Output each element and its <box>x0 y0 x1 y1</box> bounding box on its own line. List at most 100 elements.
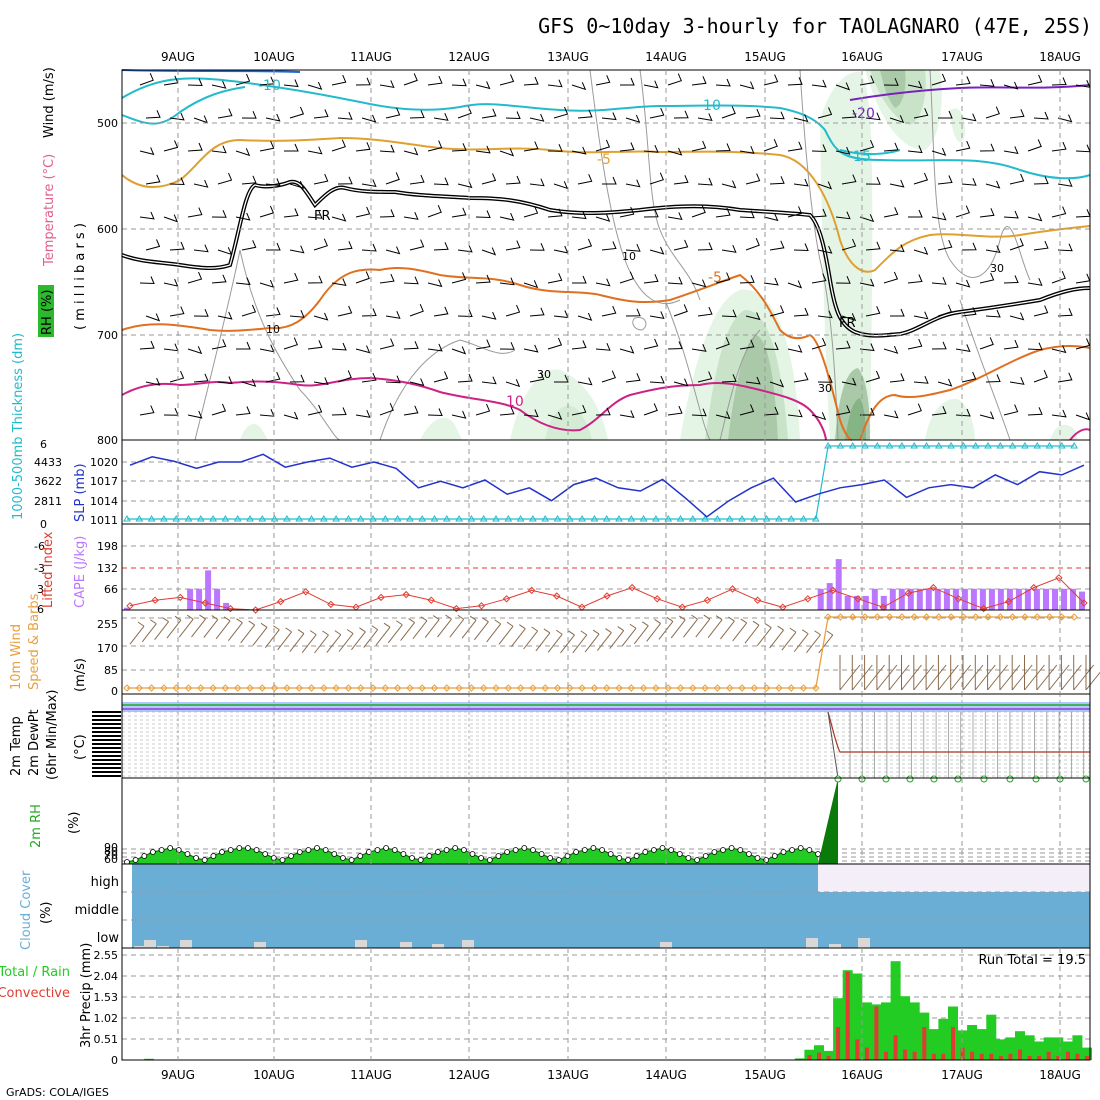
wind-barb <box>913 246 929 255</box>
wind-barb <box>938 110 953 119</box>
surface-wind-barb <box>609 626 625 649</box>
day-label: 12AUG <box>448 1068 490 1082</box>
precip-convective-bar <box>951 1027 955 1060</box>
wind-speed-marker <box>971 613 980 621</box>
cape-bar <box>1070 588 1076 610</box>
wind-barb <box>841 313 857 322</box>
wind-speed-marker <box>123 684 131 692</box>
wind-barb <box>931 341 947 350</box>
lifted-index-marker <box>829 586 837 595</box>
wind-speed-marker <box>492 684 500 692</box>
wind-barb <box>715 272 731 284</box>
wind-barb <box>505 175 521 185</box>
wind-barb <box>331 213 347 222</box>
cape-bar <box>223 602 230 610</box>
wind-barb <box>619 206 635 218</box>
day-label: 14AUG <box>645 1068 687 1082</box>
lifted-index-marker <box>628 583 636 592</box>
lifted-index-marker <box>954 595 963 603</box>
ylabel-rh2m-unit: (%) <box>67 812 82 835</box>
wind-barb <box>457 180 473 189</box>
wind-speed-marker <box>898 613 906 621</box>
surface-wind-barb <box>191 614 206 638</box>
surface-wind-barb <box>769 625 784 649</box>
wind-barb <box>475 145 491 154</box>
thickness-marker <box>356 515 365 522</box>
rh-marker <box>184 851 191 857</box>
wind-speed-marker <box>295 684 303 692</box>
precip-convective-bar <box>845 971 850 1060</box>
thickness-marker <box>664 515 673 522</box>
precip-total-bar <box>938 1018 949 1060</box>
rh-marker <box>322 847 329 853</box>
wind-barb <box>1033 176 1049 185</box>
upper-air-panel: -10 -10 -20 -15 -5 FR -5 FR 10 10 10 30 … <box>38 67 1091 447</box>
rh-contour <box>959 299 1011 441</box>
thickness-marker <box>750 515 759 522</box>
wind-barb <box>769 305 785 317</box>
rh-marker <box>383 845 390 851</box>
label-rh10: 10 <box>266 323 280 336</box>
surface-wind-barb <box>1024 655 1045 691</box>
wind-speed-marker <box>1021 613 1029 621</box>
lifted-index-marker <box>753 596 762 604</box>
wind-barb <box>337 176 353 185</box>
upper-yticks: 500 600 700 800 <box>97 117 118 447</box>
wind-barb <box>505 304 521 317</box>
ylabel-cloud-unit: (%) <box>39 902 54 925</box>
wind-barb <box>979 411 995 420</box>
wind-barb <box>697 371 713 383</box>
label-minus5: -5 <box>708 270 722 286</box>
wind-barb <box>907 80 923 89</box>
precip-convective-bar <box>855 1039 860 1060</box>
thickness-marker <box>861 442 869 449</box>
surface-wind-barb <box>732 618 748 642</box>
cape-tick: 198 <box>97 540 118 553</box>
wind-barb <box>835 340 851 350</box>
wind-barb <box>427 343 443 352</box>
wind-barb <box>889 179 905 188</box>
rh-marker <box>357 853 364 859</box>
wind-barb <box>1003 339 1019 350</box>
surface-wind-barb <box>913 655 935 691</box>
day-label: 16AUG <box>841 1068 883 1082</box>
wind-barb <box>481 173 497 185</box>
lifted-index-marker <box>477 602 486 610</box>
wind-barb <box>241 175 257 185</box>
rh-contour <box>632 316 647 331</box>
rh-marker <box>452 845 459 851</box>
wind-barb <box>331 139 346 152</box>
wind-barb <box>961 113 977 122</box>
wind-barb <box>620 77 635 86</box>
wind-speed-marker <box>430 684 439 692</box>
label-minus10: -10 <box>258 78 281 94</box>
wind-barb <box>715 337 730 350</box>
wind-barb <box>266 242 281 251</box>
wind-barb <box>379 80 395 89</box>
wind-barb <box>289 310 305 318</box>
thickness-marker <box>541 515 550 522</box>
rh-marker <box>616 855 623 861</box>
surface-wind-barb <box>720 616 735 640</box>
cape-bar <box>196 588 203 610</box>
thickness-marker <box>676 515 685 522</box>
wind-barb <box>529 113 545 122</box>
surface-wind-barb <box>129 621 145 645</box>
thickness-marker <box>270 515 279 522</box>
wind-barb <box>817 245 833 254</box>
wind-barb <box>955 279 971 288</box>
wind-barb <box>169 370 185 383</box>
wind-barb <box>505 111 521 120</box>
wind-barb <box>523 409 539 418</box>
surface-wind-barb <box>901 655 922 691</box>
precip-total-bar <box>967 1025 978 1060</box>
wind-barb <box>169 306 185 317</box>
wind-tick: 0 <box>111 685 118 698</box>
wind-barb <box>601 370 616 383</box>
thickness-marker <box>652 515 660 522</box>
wind-speed-marker <box>824 613 832 621</box>
wind-barb <box>187 142 203 152</box>
wind-barb <box>283 337 298 350</box>
wind-barb <box>139 405 155 416</box>
thickness-tick: 0 <box>40 518 47 531</box>
